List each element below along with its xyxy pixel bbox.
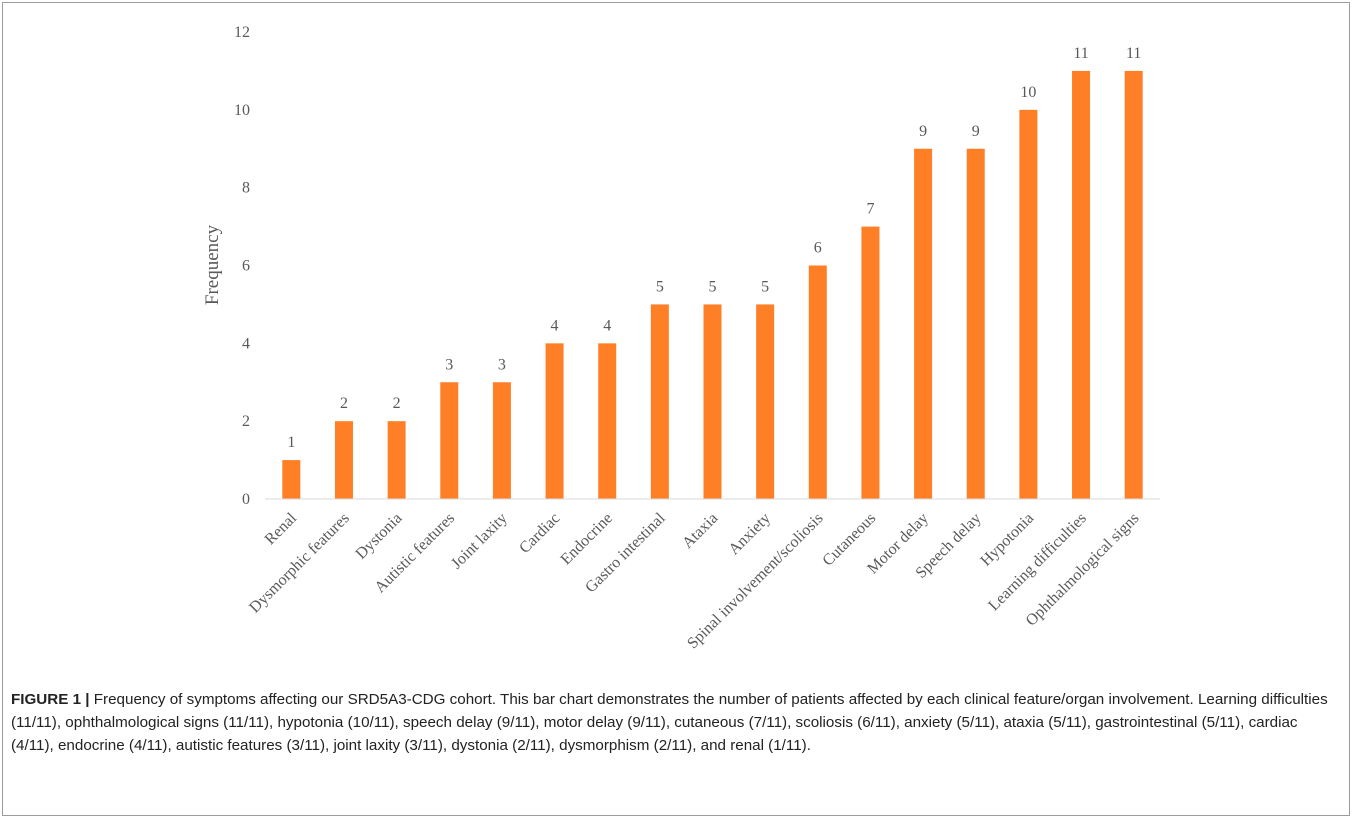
bars — [282, 70, 1143, 500]
caption-text: Frequency of symptoms affecting our SRD5… — [11, 691, 1328, 754]
y-tick-label: 10 — [234, 102, 250, 119]
bar — [914, 148, 933, 499]
bar-value-label: 2 — [340, 395, 348, 412]
bar-value-label: 9 — [919, 123, 927, 140]
category-label: Learning difficulties — [985, 510, 1089, 614]
bar-value-label: 11 — [1126, 45, 1141, 62]
bar — [861, 226, 880, 500]
category-label: Joint laxity — [448, 510, 511, 573]
bar-value-label: 9 — [972, 123, 980, 140]
bar — [1124, 70, 1143, 500]
bar-value-label: 5 — [709, 278, 717, 295]
y-tick-label: 2 — [242, 413, 250, 430]
bar-value-label: 4 — [603, 317, 611, 334]
category-label: Renal — [262, 509, 301, 548]
figure-caption: FIGURE 1 | Frequency of symptoms affecti… — [11, 688, 1331, 757]
y-axis-label: Frequency — [202, 224, 223, 305]
y-axis-ticks: 0 2 4 6 8 10 12 — [234, 24, 250, 508]
y-tick-label: 0 — [242, 491, 250, 508]
bar — [650, 304, 669, 499]
caption-figure-label: FIGURE 1 — [11, 691, 82, 708]
y-tick-label: 12 — [234, 24, 250, 41]
bar-value-label: 1 — [287, 434, 295, 451]
bar-data-labels: 1 2 2 3 3 4 4 5 5 5 6 7 9 9 10 11 11 — [287, 45, 1141, 451]
bar — [756, 304, 775, 499]
bar — [387, 421, 406, 499]
bar-value-label: 7 — [866, 201, 874, 218]
category-label: Dystonia — [353, 510, 406, 563]
category-label: Cardiac — [516, 510, 563, 557]
bar — [1019, 109, 1038, 499]
bar-value-label: 10 — [1020, 84, 1036, 101]
bar-value-label: 3 — [498, 356, 506, 373]
bar — [598, 343, 617, 499]
bar — [282, 460, 301, 499]
category-label: Anxiety — [726, 510, 774, 558]
y-tick-label: 4 — [242, 335, 250, 352]
caption-separator: | — [85, 691, 90, 708]
bar — [808, 265, 827, 499]
bar — [1072, 70, 1091, 500]
y-tick-label: 6 — [242, 258, 250, 275]
category-label: Ataxia — [679, 510, 721, 552]
bar-value-label: 6 — [814, 240, 822, 257]
bar-value-label: 4 — [551, 317, 559, 334]
bar — [703, 304, 722, 499]
y-tick-label: 8 — [242, 180, 250, 197]
bar-value-label: 3 — [445, 356, 453, 373]
category-label: Dysmorphic features — [246, 510, 353, 617]
bar-value-label: 2 — [393, 395, 401, 412]
bar — [545, 343, 564, 499]
bar-value-label: 11 — [1073, 45, 1088, 62]
bar — [440, 382, 459, 499]
bar-value-label: 5 — [761, 278, 769, 295]
bar — [966, 148, 985, 499]
bar — [492, 382, 511, 499]
bar — [334, 421, 353, 499]
bar-value-label: 5 — [656, 278, 664, 295]
